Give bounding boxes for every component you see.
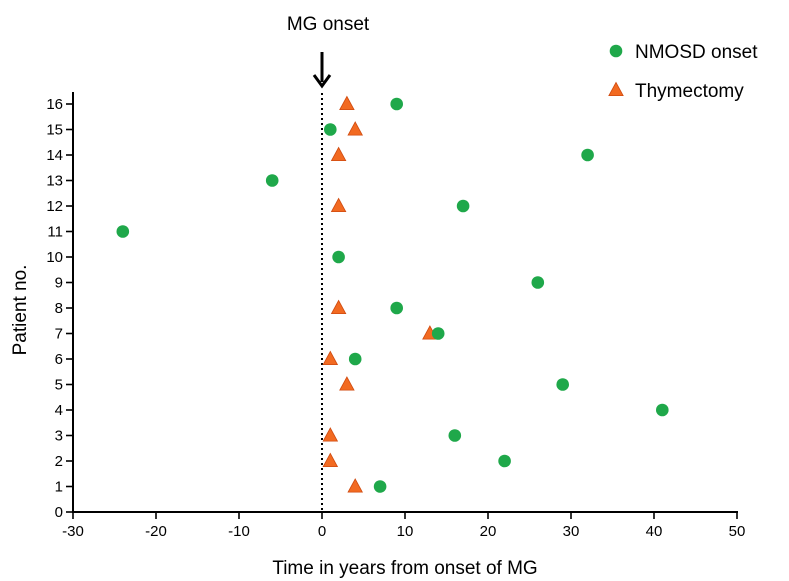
y-tick-label: 4: [55, 402, 63, 419]
x-tick-label: 30: [563, 523, 580, 540]
legend-marker-shape: [609, 44, 623, 58]
nmosd-onset-point: [390, 301, 404, 315]
y-tick-label: 1: [55, 479, 63, 496]
nmosd-onset-point: [498, 454, 511, 468]
x-tick-label: 0: [318, 523, 326, 540]
thymectomy-point: [322, 452, 339, 468]
thymectomy-point: [347, 121, 363, 136]
nmosd-onset-point: [448, 429, 462, 442]
arrow-head: [312, 74, 332, 89]
thymectomy-point: [339, 95, 355, 111]
y-tick-label: 3: [55, 428, 63, 445]
legend-label-nmosd-onset: NMOSD onset: [635, 42, 758, 63]
legend-marker-thymectomy: [608, 81, 624, 97]
thymectomy-point: [322, 350, 339, 366]
nmosd-onset-point: [556, 378, 569, 391]
x-tick-label: 40: [646, 523, 663, 540]
y-tick-label: 10: [46, 249, 63, 266]
mg-onset-label: MG onset: [287, 14, 370, 35]
y-tick-label: 9: [55, 275, 63, 292]
axes: [72, 92, 738, 513]
nmosd-onset-point: [431, 327, 445, 340]
x-tick-label: -10: [228, 523, 250, 540]
y-tick-label: 13: [46, 173, 63, 190]
thymectomy-point: [322, 427, 339, 442]
legend: NMOSD onset Thymectomy: [608, 42, 758, 102]
nmosd-onset-point: [656, 403, 669, 417]
legend-label-thymectomy: Thymectomy: [635, 81, 744, 102]
legend-marker-shape: [608, 81, 624, 97]
legend-marker-nmosd-onset: [609, 44, 623, 58]
y-tick-label: 16: [46, 96, 63, 113]
thymectomy-point: [347, 478, 363, 493]
thymectomy-point: [330, 146, 347, 162]
x-tick-label: 50: [729, 523, 746, 540]
y-tick-label: 7: [55, 326, 63, 343]
y-tick-label: 5: [55, 377, 63, 394]
y-tick-label: 11: [47, 224, 63, 241]
nmosd-onset-point: [390, 97, 404, 111]
y-tick-label: 15: [46, 122, 63, 139]
nmosd-onset-point: [324, 123, 337, 136]
nmosd-onset-point: [456, 199, 470, 213]
nmosd-onset-point: [332, 250, 345, 264]
nmosd-onset-point: [265, 174, 279, 187]
nmosd-onset-point: [373, 480, 387, 493]
thymectomy-point: [339, 376, 355, 391]
data-points: [116, 95, 669, 493]
thymectomy-point: [330, 197, 347, 213]
y-tick-label: 0: [55, 504, 63, 521]
y-tick-label: 2: [55, 453, 63, 470]
y-tick-label: 14: [46, 147, 63, 164]
down-arrow-icon: [312, 52, 332, 89]
x-axis-label: Time in years from onset of MG: [272, 558, 537, 579]
x-tick-label: 10: [397, 523, 414, 540]
x-ticks: -30 -20 -10 0 10 20 30 40 50: [62, 512, 745, 540]
nmosd-onset-point: [116, 225, 130, 238]
y-tick-label: 8: [55, 300, 63, 317]
y-axis-label: Patient no.: [10, 265, 31, 356]
x-tick-label: -30: [62, 523, 84, 540]
thymectomy-point: [330, 299, 347, 315]
x-tick-label: 20: [480, 523, 497, 540]
nmosd-onset-point: [531, 276, 545, 289]
nmosd-onset-point: [348, 352, 362, 366]
x-tick-label: -20: [145, 523, 167, 540]
y-tick-label: 6: [55, 351, 63, 368]
y-tick-label: 12: [46, 198, 63, 215]
nmosd-onset-point: [581, 148, 594, 162]
